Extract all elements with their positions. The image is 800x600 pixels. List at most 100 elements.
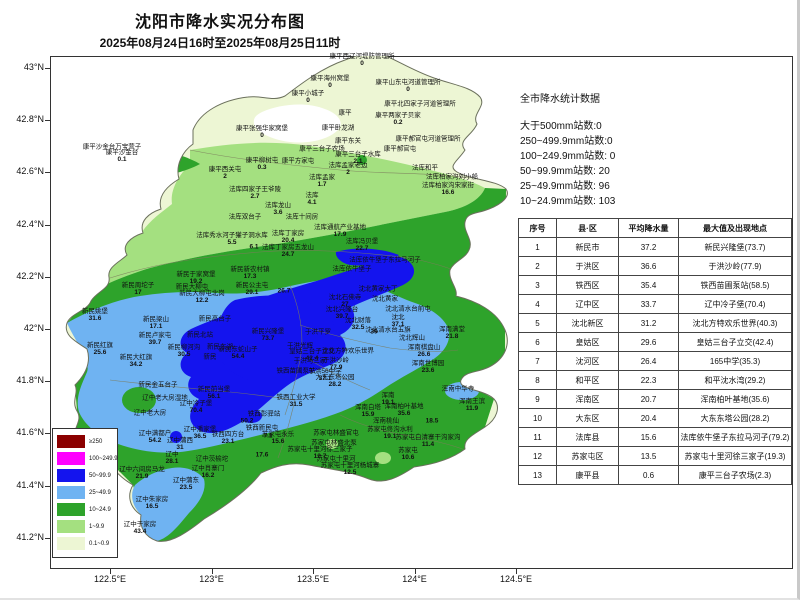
table-cell: 26.4 — [618, 351, 679, 371]
table-cell: 20.7 — [618, 389, 679, 409]
y-axis-tick-label: 42°N — [23, 323, 44, 333]
table-cell: 36.6 — [618, 256, 679, 276]
stat-line: 大于500mm站数:0 — [520, 121, 602, 132]
table-cell: 2 — [518, 256, 557, 276]
legend-swatch — [57, 452, 85, 465]
table-cell: 8 — [518, 370, 557, 390]
legend-label: 10~24.9 — [89, 506, 111, 513]
stats-title: 全市降水统计数据 — [520, 94, 600, 105]
legend-label: 0.1~0.9 — [89, 540, 110, 547]
stats-panel: 全市降水统计数据 大于500mm站数:0 250~499.9mm站数:0 100~2… — [520, 90, 615, 209]
table-cell: 37.2 — [618, 237, 679, 257]
x-axis-tick-label: 123°E — [199, 574, 224, 584]
legend-swatch — [57, 486, 85, 499]
table-row: 10 大东区 20.4 大东东塔公园(28.2) — [518, 408, 792, 428]
legend-label: ≥250 — [89, 438, 103, 445]
table-cell: 法库依牛堡子东拉马河子(79.2) — [678, 427, 792, 447]
y-axis-tick-mark — [45, 381, 50, 383]
table-cell: 12 — [518, 446, 557, 466]
table-cell: 165中学(35.3) — [678, 351, 792, 371]
table-row: 11 法库县 15.6 法库依牛堡子东拉马河子(79.2) — [518, 427, 792, 447]
plot-frame — [50, 56, 793, 569]
y-axis-tick-label: 41.6°N — [16, 427, 44, 438]
table-cell: 沈北方特欢乐世界(40.3) — [678, 313, 792, 333]
region-band50-core — [215, 295, 336, 383]
x-axis-tick-label: 124.5°E — [499, 574, 533, 584]
legend-swatch — [57, 469, 85, 482]
region-band1-sujiatun2 — [326, 439, 338, 449]
table-cell: 于洪沙岭(77.9) — [678, 256, 792, 276]
x-axis-tick-mark — [110, 569, 111, 574]
legend: ≥250 100~249.9 50~99.9 25~49.9 10~24.9 1~9.9 0… — [52, 428, 118, 558]
y-axis-tick-mark — [45, 537, 50, 539]
table-row: 8 和平区 22.3 和平沈水湾(29.2) — [518, 370, 792, 390]
y-axis-tick-mark — [45, 433, 50, 435]
table-row: 2 于洪区 36.6 于洪沙岭(77.9) — [518, 256, 792, 276]
table-cell: 9 — [518, 389, 557, 409]
date-range: 2025年08月24日16时至2025年08月25日11时 — [99, 36, 341, 50]
table-cell: 5 — [518, 313, 557, 333]
table-cell: 15.6 — [618, 427, 679, 447]
x-axis-tick-label: 124°E — [402, 574, 427, 584]
table-cell: 1 — [518, 237, 557, 257]
table-row: 5 沈北新区 31.2 沈北方特欢乐世界(40.3) — [518, 313, 792, 333]
table-cell: 22.3 — [618, 370, 679, 390]
y-axis-tick-label: 41.8°N — [16, 375, 44, 386]
table-cell: 皇姑区 — [556, 332, 619, 352]
legend-item: 10~24.9 — [53, 501, 117, 518]
region-band1 — [88, 142, 485, 290]
table-cell: 康平三台子农场(2.3) — [678, 465, 792, 485]
y-axis-tick-mark — [45, 172, 50, 174]
x-axis-tick-label: 122.5°E — [93, 574, 127, 584]
page-title: 沈阳市降水实况分布图 — [134, 14, 305, 31]
region-band50-mandouhu — [170, 431, 182, 443]
legend-item: 50~99.9 — [53, 467, 117, 484]
y-axis-tick-label: 41.4°N — [16, 479, 44, 490]
table-cell: 新民市 — [556, 237, 619, 257]
table-header-cell: 县·区 — [556, 218, 619, 238]
table-cell: 法库县 — [556, 427, 619, 447]
legend-label: 50~99.9 — [89, 472, 111, 479]
stat-line: 250~499.9mm站数:0 — [520, 136, 613, 147]
y-axis-tick-label: 42.6°N — [16, 166, 44, 177]
y-axis-tick-mark — [45, 485, 50, 487]
stat-line: 50~99.9mm站数: 20 — [520, 166, 610, 177]
y-axis-tick-mark — [45, 276, 50, 278]
table-row: 12 苏家屯区 13.5 苏家屯十里河徐三家子(19.3) — [518, 446, 792, 466]
table-cell: 33.7 — [618, 294, 679, 314]
legend-item: 100~249.9 — [53, 450, 118, 467]
table-cell: 4 — [518, 294, 557, 314]
table-header-cell: 最大值及出现地点 — [678, 218, 792, 238]
y-axis-tick-label: 42.8°N — [16, 114, 44, 125]
region-band10-laodafang — [122, 387, 156, 413]
y-axis-tick-label: 42.2°N — [16, 270, 44, 281]
legend-swatch — [57, 435, 85, 448]
legend-label: 100~249.9 — [89, 455, 118, 462]
table-cell: 35.4 — [618, 275, 679, 295]
table-row: 4 辽中区 33.7 辽中冷子堡(70.4) — [518, 294, 792, 314]
legend-label: 25~49.9 — [89, 489, 111, 496]
table-cell: 13 — [518, 465, 557, 485]
table-cell: 浑南区 — [556, 389, 619, 409]
table-cell: 6 — [518, 332, 557, 352]
table-row: 6 皇姑区 29.6 皇姑三台子立交(42.4) — [518, 332, 792, 352]
y-axis-tick-label: 43°N — [23, 62, 44, 72]
legend-item: 0.1~0.9 — [53, 535, 117, 552]
region-band10-dot — [357, 155, 367, 165]
table-cell: 沈北新区 — [556, 313, 619, 333]
region-band1-sujiatun1 — [375, 452, 391, 464]
district-boundaries — [109, 149, 471, 459]
city-outline — [65, 56, 508, 542]
table-cell: 铁西苗圃泵站(58.5) — [678, 275, 792, 295]
table-row: 3 铁西区 35.4 铁西苗圃泵站(58.5) — [518, 275, 792, 295]
y-axis-tick-label: 42.4°N — [16, 218, 44, 229]
table-cell: 浑南柏叶基地(35.6) — [678, 389, 792, 409]
table-cell: 辽中区 — [556, 294, 619, 314]
y-axis-tick-mark — [45, 224, 50, 226]
table-cell: 大东区 — [556, 408, 619, 428]
legend-item: 25~49.9 — [53, 484, 117, 501]
stat-line: 10~24.9mm站数: 103 — [520, 196, 616, 207]
x-axis-tick-mark — [516, 569, 517, 574]
region-white-pocket — [253, 104, 341, 143]
